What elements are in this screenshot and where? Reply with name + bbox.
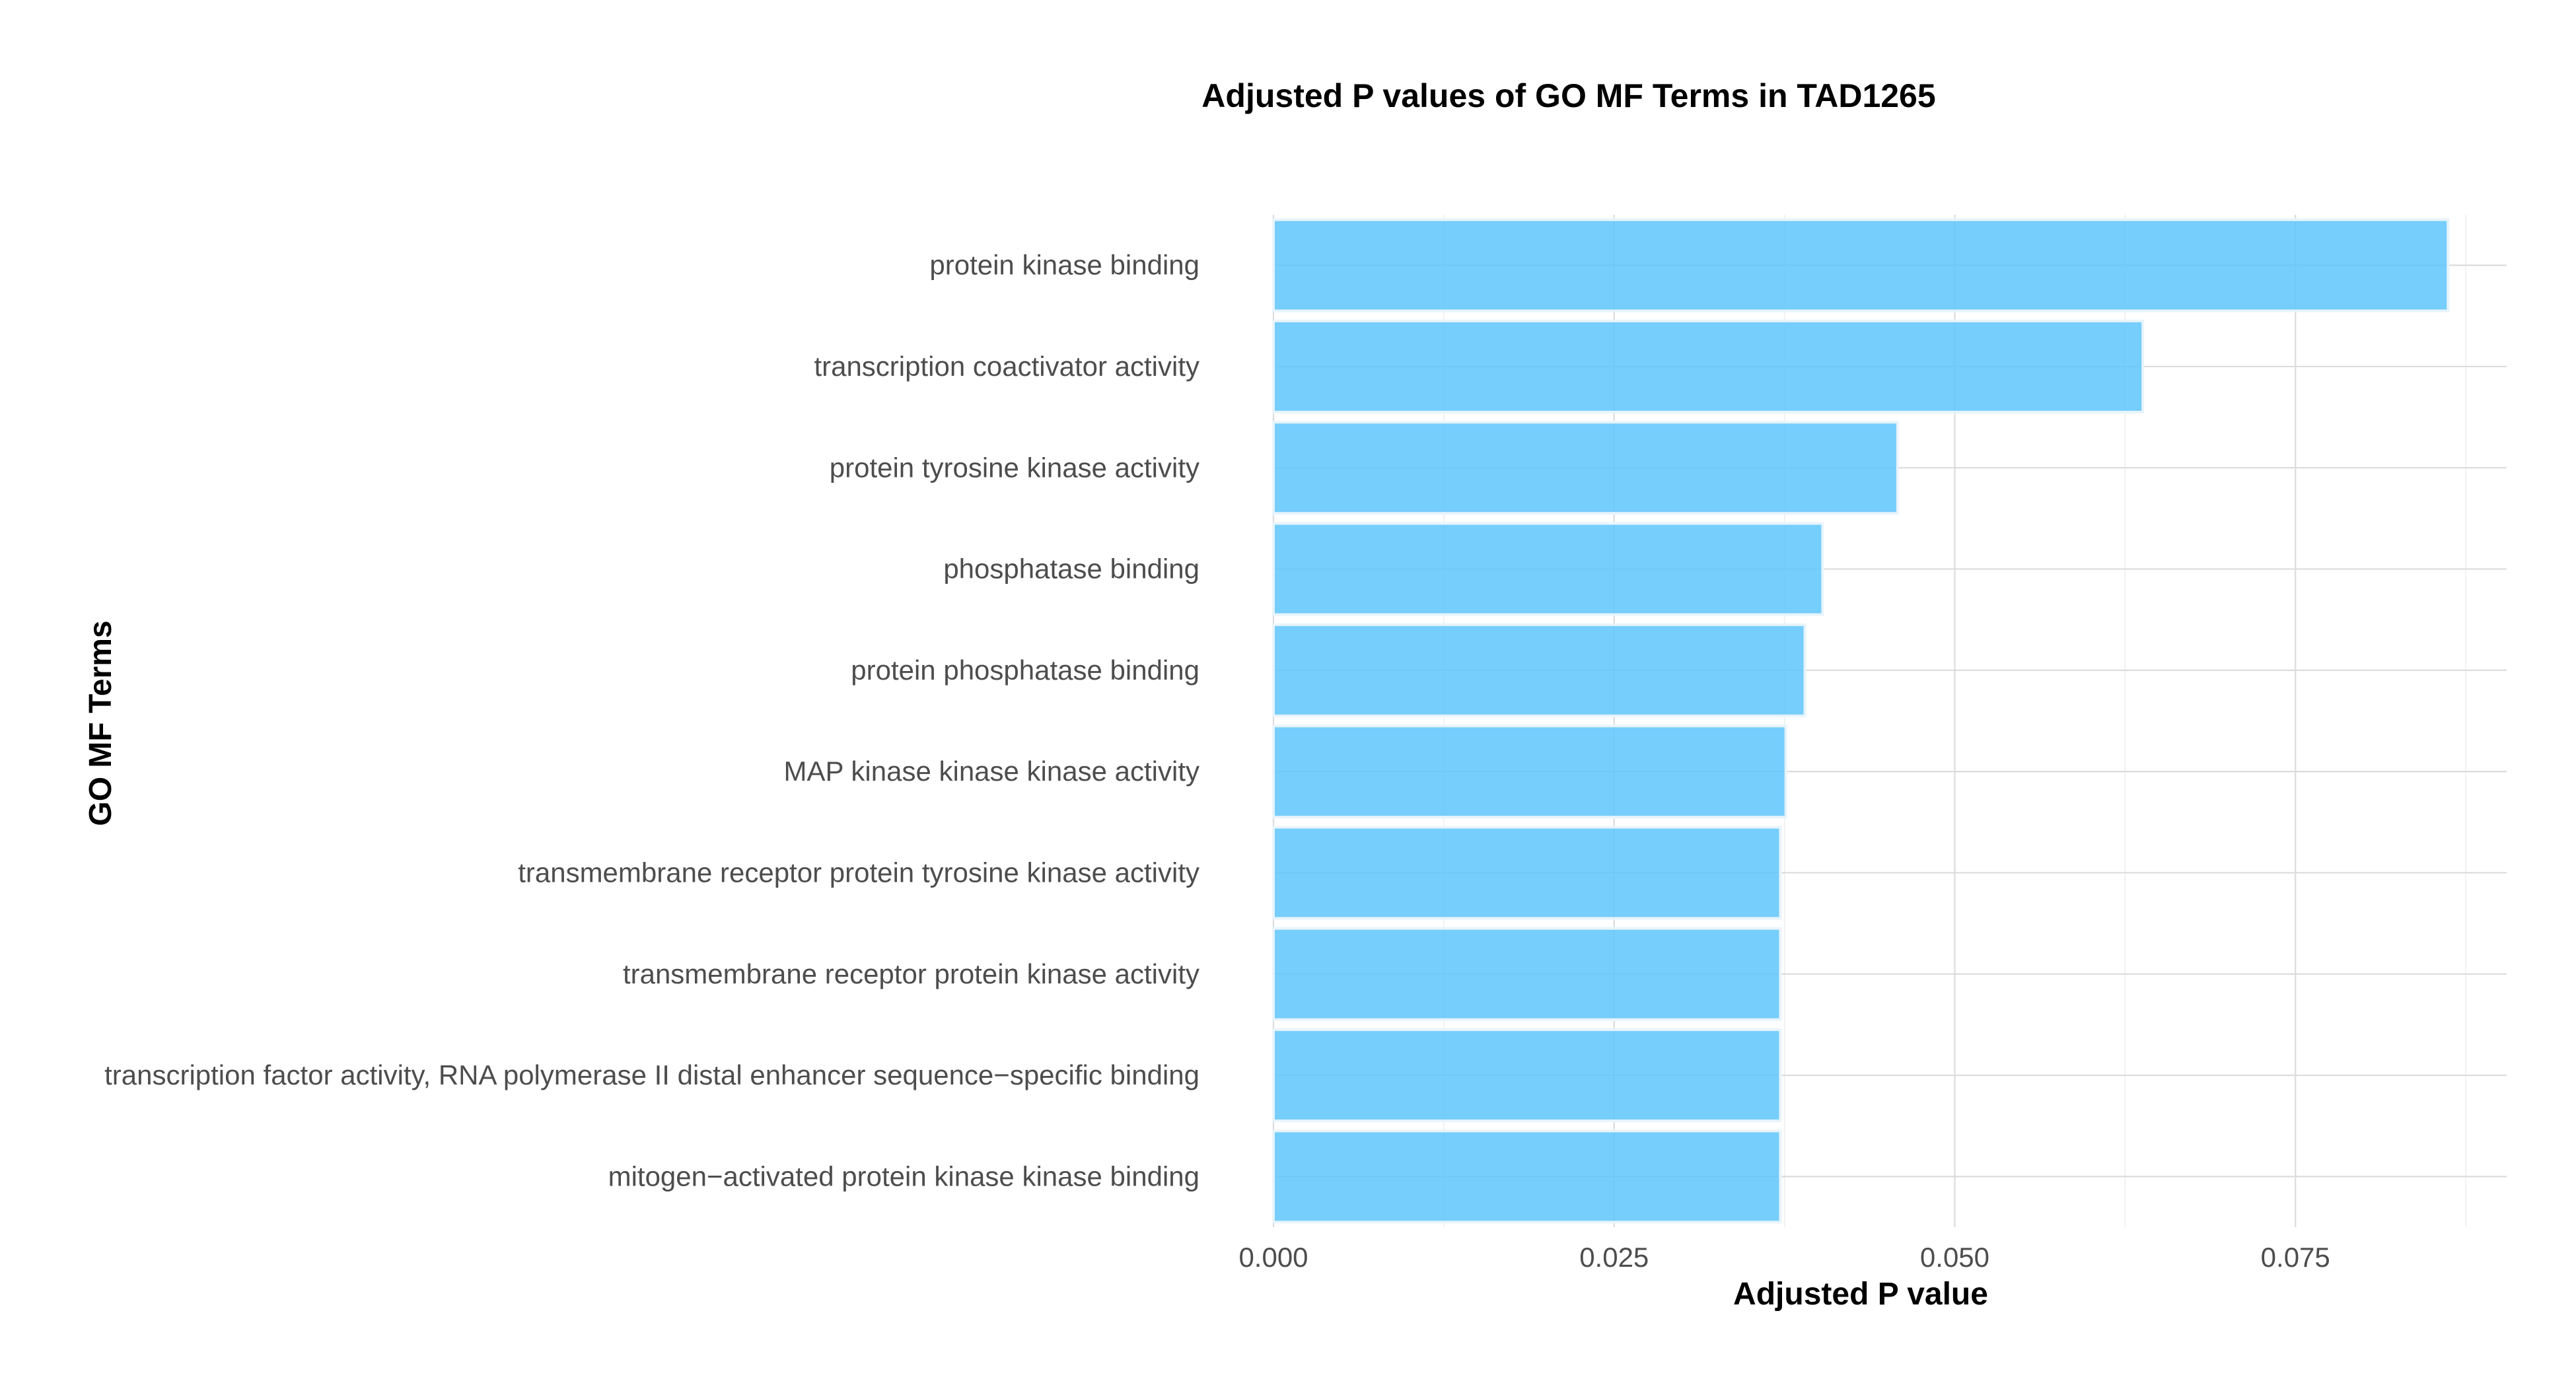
- x-axis-title: Adjusted P value: [1733, 1277, 1988, 1312]
- x-tick-label-1: 0.025: [1579, 1242, 1649, 1273]
- y-tick-label-5: MAP kinase kinase kinase activity: [783, 756, 1199, 787]
- bar-3: [1272, 522, 1824, 616]
- y-tick-label-7: transmembrane receptor protein kinase ac…: [623, 958, 1199, 989]
- y-tick-label-2: protein tyrosine kinase activity: [830, 452, 1199, 483]
- y-tick-label-8: transcription factor activity, RNA polym…: [104, 1059, 1199, 1090]
- bar-4: [1272, 623, 1807, 717]
- bar-9: [1272, 1129, 1782, 1224]
- x-tick-label-0: 0.000: [1238, 1242, 1308, 1273]
- bar-1: [1272, 319, 2145, 413]
- y-tick-label-3: phosphatase binding: [943, 553, 1199, 585]
- bar-0: [1272, 218, 2450, 312]
- bar-2: [1272, 421, 1899, 515]
- y-tick-label-0: protein kinase binding: [929, 250, 1199, 281]
- bar-5: [1272, 725, 1787, 819]
- x-tick-labels: 0.000 0.025 0.050 0.075: [1238, 1242, 2330, 1273]
- y-tick-label-4: protein phosphatase binding: [851, 655, 1199, 686]
- x-tick-label-2: 0.050: [1920, 1242, 1989, 1273]
- y-tick-labels: protein kinase binding transcription coac…: [104, 250, 1199, 1192]
- bar-7: [1272, 927, 1782, 1021]
- y-tick-label-1: transcription coactivator activity: [814, 351, 1199, 382]
- y-tick-label-9: mitogen−activated protein kinase kinase …: [608, 1160, 1199, 1191]
- bars: [1272, 218, 2450, 1224]
- y-axis-title: GO MF Terms: [83, 620, 118, 826]
- y-tick-label-6: transmembrane receptor protein tyrosine …: [518, 857, 1199, 888]
- x-tick-label-3: 0.075: [2261, 1242, 2330, 1273]
- chart-title: Adjusted P values of GO MF Terms in TAD1…: [1201, 77, 1935, 114]
- bar-6: [1272, 826, 1782, 920]
- bar-8: [1272, 1028, 1782, 1123]
